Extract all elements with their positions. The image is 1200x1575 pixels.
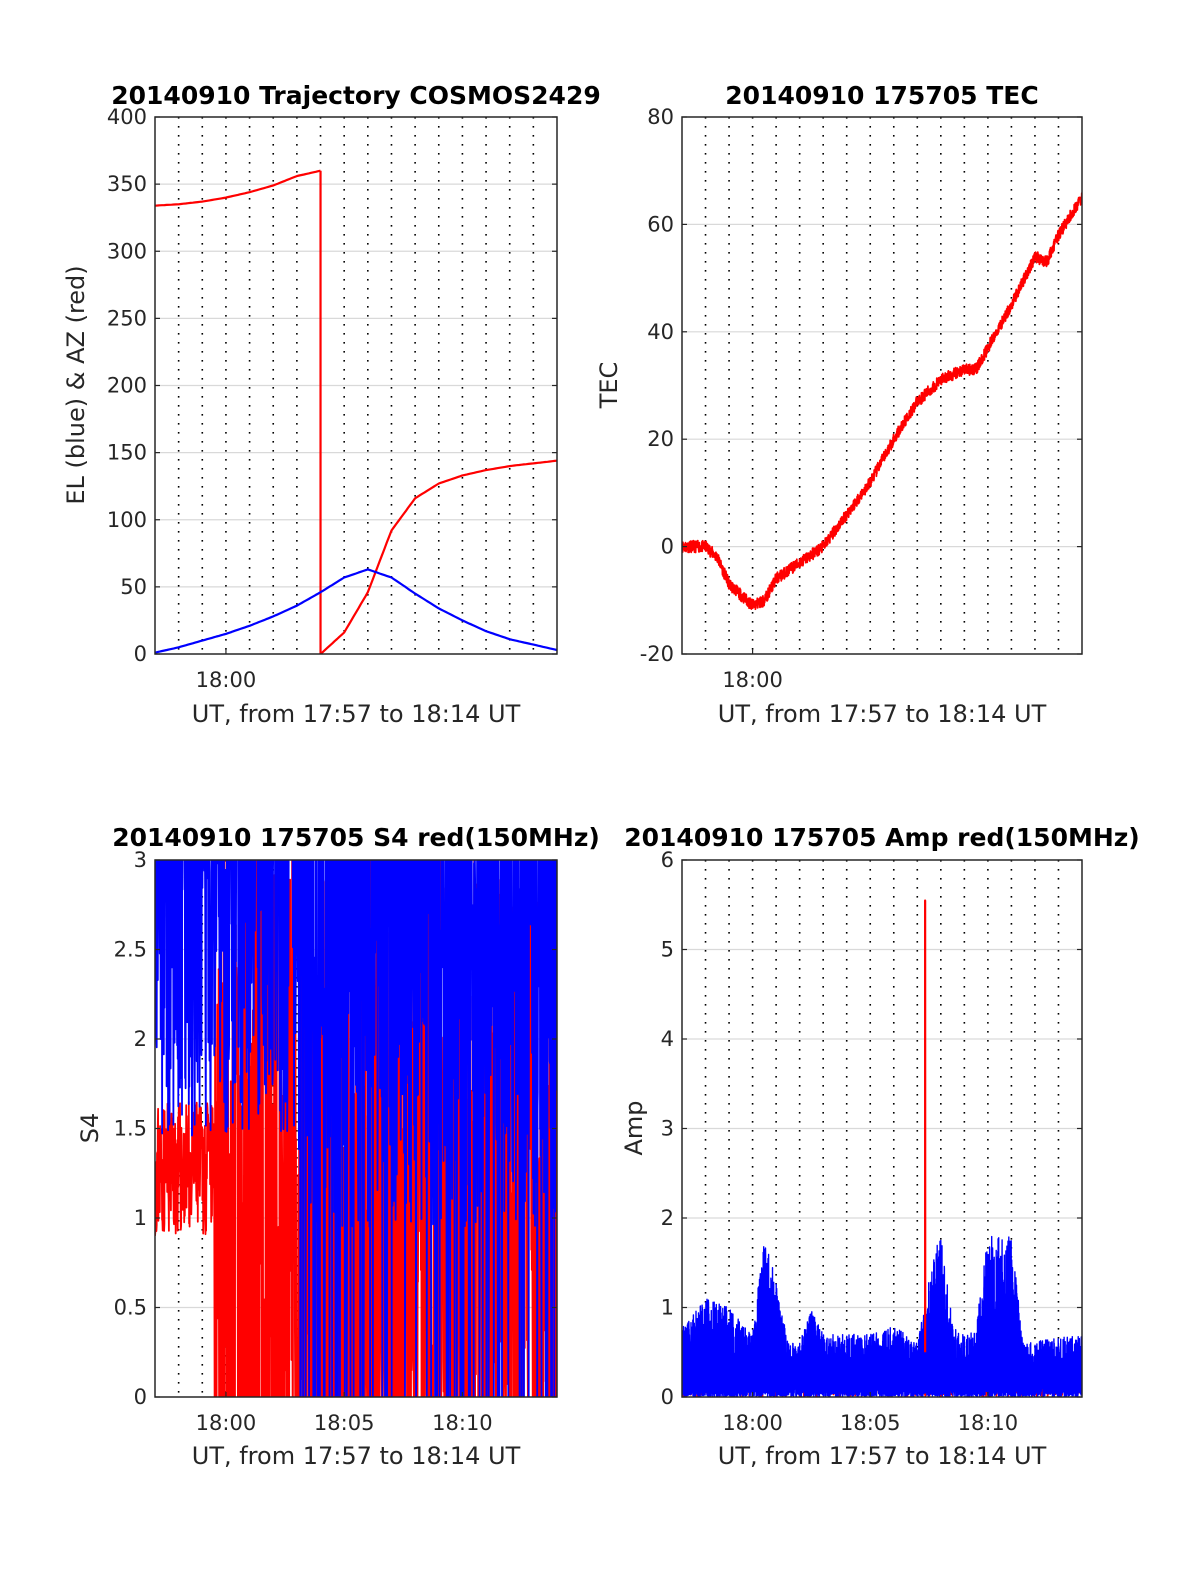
y-tick-label: 2.5 [114, 938, 147, 962]
x-tick-label: 18:05 [314, 1411, 375, 1435]
y-tick-label: 1 [134, 1206, 147, 1230]
y-tick-label: 80 [647, 105, 674, 129]
y-tick-label: 0 [134, 642, 147, 666]
y-tick-label: 40 [647, 320, 674, 344]
y-tick-label: 250 [107, 306, 147, 330]
y-tick-label: 1 [661, 1296, 674, 1320]
x-tick-label: 18:05 [840, 1411, 901, 1435]
elevation-line [155, 568, 557, 654]
s4-ylabel: S4 [76, 1113, 104, 1144]
y-tick-label: 60 [647, 212, 674, 236]
y-tick-label: -20 [640, 642, 674, 666]
s4-title: 20140910 175705 S4 red(150MHz) [112, 823, 600, 852]
y-tick-label: 6 [661, 848, 674, 872]
tec-title: 20140910 175705 TEC [725, 81, 1038, 110]
tec-panel: 20140910 175705 TEC -20 0 20 40 60 80 18:00 UT… [595, 81, 1083, 728]
y-tick-label: 50 [120, 575, 147, 599]
x-tick-label: 18:00 [196, 1411, 257, 1435]
y-tick-label: 3 [661, 1117, 674, 1141]
amp-xlabel: UT, from 17:57 to 18:14 UT [718, 1442, 1047, 1470]
s4-panel: 20140910 175705 S4 red(150MHz) 0 0.5 1 1.5 2… [76, 823, 600, 1470]
tec-line [682, 192, 1082, 611]
x-tick-label: 18:10 [958, 1411, 1019, 1435]
y-tick-label: 150 [107, 441, 147, 465]
x-tick-label: 18:10 [432, 1411, 493, 1435]
y-tick-label: 400 [107, 105, 147, 129]
y-tick-label: 100 [107, 508, 147, 532]
y-tick-label: 3 [134, 848, 147, 872]
s4-blue-line [155, 860, 557, 1397]
y-tick-label: 1.5 [114, 1117, 147, 1141]
tec-xlabel: UT, from 17:57 to 18:14 UT [718, 700, 1047, 728]
y-tick-label: 4 [661, 1027, 674, 1051]
trajectory-xlabel: UT, from 17:57 to 18:14 UT [192, 700, 521, 728]
amp-panel: 20140910 175705 Amp red(150MHz) 0 1 2 3 4 5 6 1… [620, 823, 1140, 1470]
trajectory-panel: 20140910 Trajectory COSMOS2429 0 50 100 150… [62, 81, 601, 728]
azimuth-line [319, 459, 557, 654]
s4-xlabel: UT, from 17:57 to 18:14 UT [192, 1442, 521, 1470]
trajectory-ylabel: EL (blue) & AZ (red) [62, 265, 90, 504]
azimuth-line [155, 169, 321, 207]
x-tick-label: 18:00 [196, 668, 257, 692]
amp-red-line [682, 899, 1082, 1397]
y-tick-label: 5 [661, 938, 674, 962]
y-tick-label: 0 [661, 1385, 674, 1409]
amp-title: 20140910 175705 Amp red(150MHz) [624, 823, 1140, 852]
amp-ylabel: Amp [620, 1100, 648, 1155]
y-tick-label: 20 [647, 427, 674, 451]
x-tick-label: 18:00 [722, 1411, 783, 1435]
y-tick-label: 2 [134, 1027, 147, 1051]
y-tick-label: 0 [134, 1385, 147, 1409]
trajectory-title: 20140910 Trajectory COSMOS2429 [111, 81, 601, 110]
amp-blue-line [682, 1235, 1082, 1397]
y-tick-label: 200 [107, 374, 147, 398]
y-tick-label: 300 [107, 239, 147, 263]
tec-axes-box [681, 116, 1083, 655]
y-tick-label: 2 [661, 1206, 674, 1230]
y-tick-label: 0.5 [114, 1296, 147, 1320]
tec-ylabel: TEC [595, 362, 623, 410]
y-tick-label: 350 [107, 172, 147, 196]
y-tick-label: 0 [661, 535, 674, 559]
x-tick-label: 18:00 [722, 668, 783, 692]
